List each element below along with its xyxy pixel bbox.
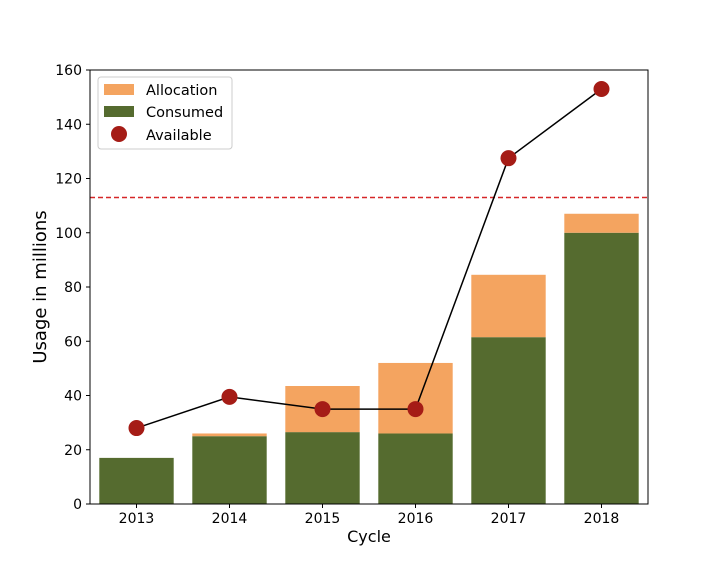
bar-consumed-2014: [192, 436, 267, 504]
available-point-2015: [314, 401, 331, 418]
x-tick-label-2016: 2016: [398, 511, 434, 527]
y-tick-label-60: 60: [64, 334, 82, 350]
available-line-layer: [128, 80, 610, 437]
available-point-2016: [407, 401, 424, 418]
bar-allocation-2018: [564, 213, 639, 233]
x-tick-label-2015: 2015: [305, 511, 341, 527]
x-tick-label-2018: 2018: [584, 511, 620, 527]
available-point-2018: [593, 80, 610, 97]
legend-swatch-consumed: [104, 106, 134, 117]
legend-label-consumed: Consumed: [146, 105, 223, 121]
y-axis-title: Usage in millions: [30, 210, 51, 363]
legend-marker-available: [111, 126, 127, 142]
y-tick-label-160: 160: [55, 63, 82, 79]
legend-label-available: Available: [146, 128, 212, 144]
ticks-layer: 0 20 40 60 80 100 120 140 160 2013 2014 2015 2016 201…: [55, 63, 619, 527]
available-point-2013: [128, 420, 145, 437]
y-tick-label-100: 100: [55, 226, 82, 242]
x-axis-title: Cycle: [347, 527, 391, 546]
bar-consumed-2016: [378, 433, 453, 504]
bars-layer: [99, 213, 639, 504]
bar-consumed-2017: [471, 337, 546, 504]
y-tick-label-120: 120: [55, 172, 82, 188]
x-tick-label-2017: 2017: [491, 511, 527, 527]
legend: Allocation Consumed Available: [97, 76, 233, 150]
y-tick-label-80: 80: [64, 280, 82, 296]
available-point-2017: [500, 150, 517, 167]
available-point-2014: [221, 388, 238, 405]
y-tick-label-20: 20: [64, 443, 82, 459]
legend-label-allocation: Allocation: [146, 83, 217, 99]
y-tick-label-140: 140: [55, 117, 82, 133]
legend-swatch-allocation: [104, 84, 134, 95]
x-tick-label-2013: 2013: [119, 511, 155, 527]
y-tick-label-0: 0: [73, 497, 82, 513]
bar-consumed-2015: [285, 432, 360, 504]
y-tick-label-40: 40: [64, 389, 82, 405]
available-line: [136, 88, 602, 429]
bar-allocation-2016: [378, 362, 453, 434]
bar-allocation-2017: [471, 274, 546, 338]
bar-consumed-2013: [99, 457, 174, 504]
bar-consumed-2018: [564, 232, 639, 504]
bar-allocation-2014: [192, 433, 267, 437]
x-tick-label-2014: 2014: [212, 511, 248, 527]
